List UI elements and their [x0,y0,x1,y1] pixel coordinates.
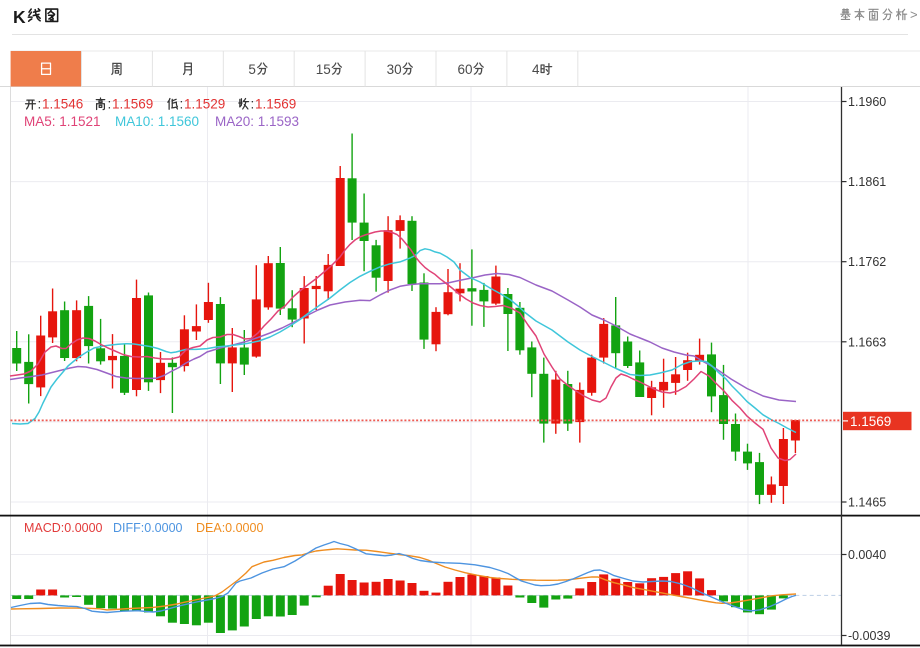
svg-text::: : [38,97,42,112]
svg-text:5: 5 [248,62,256,77]
svg-text:MA5: 1.1521: MA5: 1.1521 [24,114,101,129]
svg-text::: : [108,97,112,112]
svg-text:>: > [910,7,918,22]
svg-text:1.1546: 1.1546 [42,97,83,112]
svg-text:4: 4 [532,62,540,77]
svg-text:1.1569: 1.1569 [850,414,891,429]
svg-text:60: 60 [458,62,473,77]
svg-text:1.1960: 1.1960 [848,95,886,109]
svg-text:1.1569: 1.1569 [112,97,153,112]
svg-text:MACD:0.0000: MACD:0.0000 [24,521,103,535]
svg-text:30: 30 [387,62,402,77]
svg-text:1.1762: 1.1762 [848,255,886,269]
svg-text:1.1861: 1.1861 [848,175,886,189]
svg-text:1.1529: 1.1529 [184,97,225,112]
svg-text:1.1569: 1.1569 [255,97,296,112]
svg-text:MA20: 1.1593: MA20: 1.1593 [215,114,299,129]
svg-text:1.1465: 1.1465 [848,496,886,510]
svg-text:1.1663: 1.1663 [848,335,886,349]
svg-text:MA10: 1.1560: MA10: 1.1560 [115,114,199,129]
svg-text::: : [180,97,184,112]
svg-text:K: K [13,7,26,27]
svg-text:-0.0039: -0.0039 [848,629,890,643]
svg-text:0.0040: 0.0040 [848,548,886,562]
svg-text:DEA:0.0000: DEA:0.0000 [196,521,263,535]
svg-text:DIFF:0.0000: DIFF:0.0000 [113,521,183,535]
svg-text::: : [251,97,255,112]
svg-text:15: 15 [316,62,331,77]
